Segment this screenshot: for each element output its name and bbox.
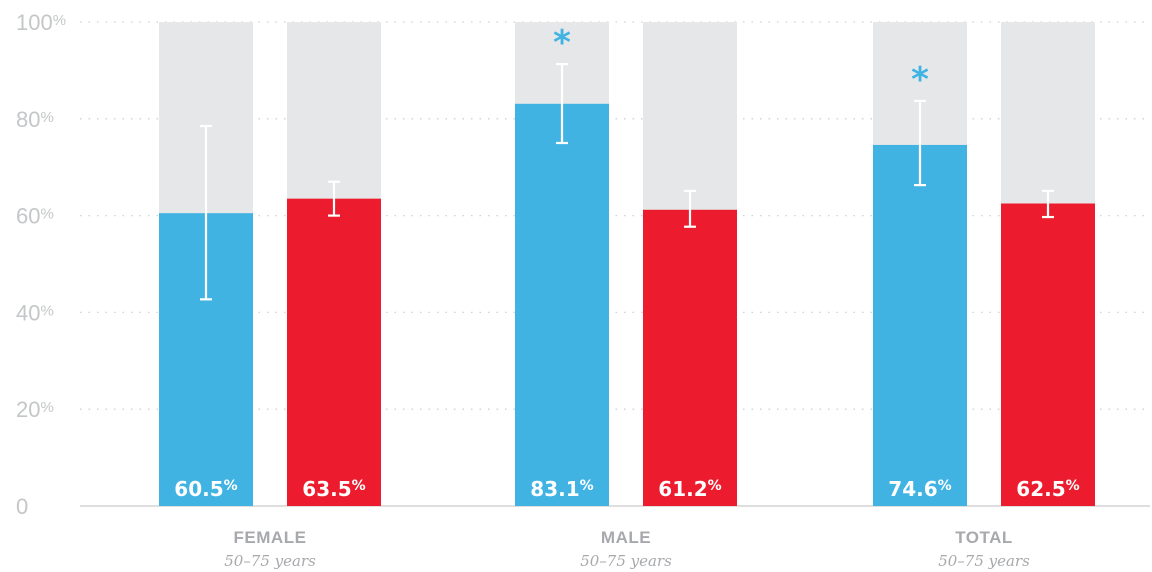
y-tick-label-80: 80% — [16, 107, 54, 132]
bar-value-label-0-0: 60.5% — [174, 477, 237, 501]
bar-value-label-1-0: 83.1% — [530, 477, 593, 501]
bar-value-label-0-1: 63.5% — [302, 477, 365, 501]
bar-2-1 — [1001, 203, 1095, 506]
y-tick-label-60: 60% — [16, 204, 54, 229]
y-tick-label-40: 40% — [16, 300, 54, 325]
bar-1-0 — [515, 103, 609, 507]
significance-marker-1-0: * — [553, 23, 571, 63]
bar-0-1 — [287, 198, 381, 506]
y-tick-label-20: 20% — [16, 397, 54, 422]
category-label-0: FEMALE — [234, 528, 307, 547]
category-sublabel-1: 50–75 years — [580, 552, 672, 570]
bar-1-1 — [643, 209, 737, 507]
category-label-1: MALE — [601, 528, 651, 547]
bars-layer — [159, 22, 1095, 507]
y-tick-label-100: 100% — [16, 10, 66, 35]
bar-2-0 — [873, 144, 967, 506]
category-sublabel-0: 50–75 years — [224, 552, 316, 570]
category-sublabel-2: 50–75 years — [938, 552, 1030, 570]
grid-layer — [80, 21, 1150, 507]
significance-marker-2-0: * — [911, 60, 929, 100]
bar-value-label-2-1: 62.5% — [1016, 477, 1079, 501]
category-label-2: TOTAL — [955, 528, 1013, 547]
y-tick-label-0: 0 — [16, 494, 28, 519]
bar-value-label-2-0: 74.6% — [888, 477, 951, 501]
labels-layer: 0 20% 40% 60% 80% 100% 60.5% * 83.1% * 74.6% 63.5% 6… — [16, 10, 1080, 570]
bar-value-label-1-1: 61.2% — [658, 477, 721, 501]
